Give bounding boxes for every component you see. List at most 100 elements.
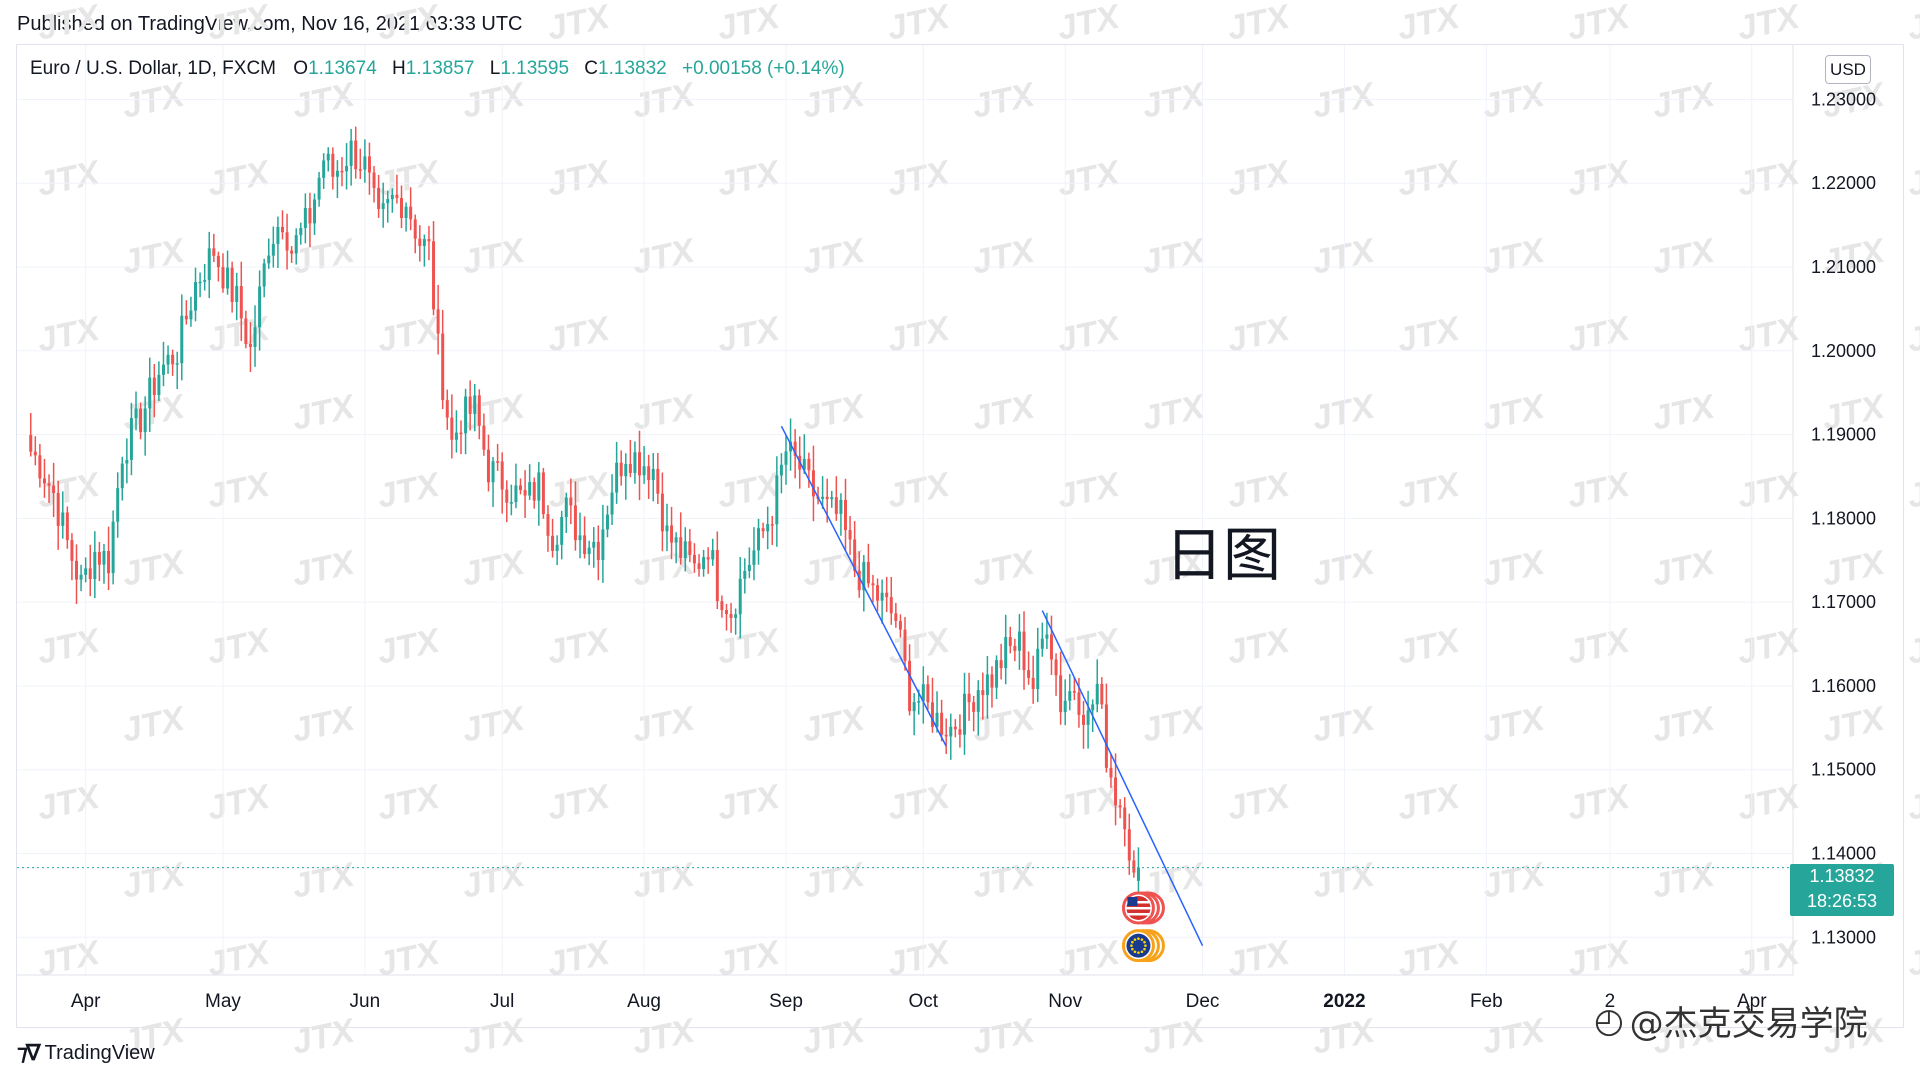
- trendline: [1041, 610, 1204, 946]
- candle-body: [496, 461, 500, 463]
- candle-body: [647, 466, 651, 481]
- candle-body: [1022, 631, 1026, 671]
- candle-body: [528, 482, 532, 496]
- watermark-text: JTX: [459, 699, 530, 750]
- candle-body: [303, 207, 307, 228]
- candle-body: [180, 315, 184, 364]
- candle-body: [125, 459, 129, 464]
- candle-body: [1100, 683, 1104, 705]
- candle-body: [949, 726, 953, 737]
- candle-body: [52, 485, 56, 494]
- candle-body: [358, 169, 362, 171]
- watermark-text: JTX: [1479, 75, 1550, 126]
- watermark-text: JTX: [714, 309, 785, 360]
- currency-button[interactable]: USD: [1825, 55, 1871, 84]
- candle-body: [784, 451, 788, 465]
- candle-body: [29, 434, 33, 452]
- candle-body: [404, 206, 408, 218]
- candle-body: [674, 537, 678, 543]
- candle-body: [1127, 829, 1131, 861]
- candle-body: [390, 194, 394, 200]
- watermark-text: JTX: [799, 231, 870, 282]
- candle-body: [75, 560, 79, 580]
- watermark-text: JTX: [1564, 621, 1635, 672]
- candle-body: [372, 172, 376, 188]
- watermark-text: JTX: [1734, 153, 1805, 204]
- candle-body: [399, 197, 403, 218]
- watermark-text: JTX: [1649, 75, 1720, 126]
- candle-body: [285, 232, 289, 251]
- candle-body: [1132, 860, 1136, 873]
- last-price-value: 1.13832: [1809, 866, 1875, 886]
- candle-body: [926, 684, 930, 703]
- time-tick-label: Apr: [71, 991, 101, 1012]
- watermark-text: JTX: [1139, 699, 1210, 750]
- price-tick-label: 1.17000: [1811, 592, 1876, 612]
- watermark-text: JTX: [1139, 231, 1210, 282]
- candle-body: [482, 425, 486, 450]
- candle-body: [715, 550, 719, 602]
- candle-body: [1017, 631, 1021, 651]
- candle-body: [885, 592, 889, 598]
- watermark-text: JTX: [1649, 699, 1720, 750]
- candle-body: [47, 483, 51, 486]
- candle-body: [665, 525, 669, 532]
- candle-body: [555, 544, 559, 551]
- candle-body: [93, 551, 97, 580]
- watermark-text: JTX: [1394, 0, 1465, 48]
- candle-body: [198, 281, 202, 284]
- candle-body: [335, 170, 339, 177]
- candle-body: [605, 514, 609, 530]
- candle-body: [848, 530, 852, 540]
- tradingview-logo-icon: ⁊∇: [17, 1040, 41, 1065]
- candle-body: [367, 156, 371, 173]
- watermark-text: JTX: [289, 1011, 360, 1062]
- watermark-text: JTX: [374, 621, 445, 672]
- watermark-text: JTX: [1904, 309, 1920, 360]
- watermark-text: JTX: [289, 699, 360, 750]
- candle-body: [505, 489, 509, 503]
- eu-flag-star: [1144, 944, 1147, 947]
- watermark-text: JTX: [884, 777, 955, 828]
- candle-body: [761, 528, 765, 532]
- candle-body: [917, 701, 921, 703]
- candle-body: [450, 417, 454, 440]
- candle-body: [1114, 777, 1118, 806]
- candle-body: [1136, 867, 1140, 881]
- candle-body: [262, 263, 266, 287]
- candle-body: [866, 561, 870, 584]
- candle-body: [1068, 691, 1072, 701]
- time-tick-label: May: [205, 991, 241, 1012]
- price-tick-label: 1.21000: [1811, 257, 1876, 277]
- us-flag-icon: [1121, 891, 1165, 925]
- candle-body: [171, 354, 175, 365]
- watermark-text: JTX: [1224, 621, 1295, 672]
- candle-body: [921, 684, 925, 702]
- candle-body: [276, 227, 280, 244]
- watermark-text: JTX: [374, 0, 445, 48]
- eu-flag-star: [1131, 947, 1134, 951]
- watermark-text: JTX: [374, 309, 445, 360]
- candle-body: [454, 432, 458, 440]
- watermark-text: JTX: [1054, 153, 1125, 204]
- watermark-text: JTX: [1734, 465, 1805, 516]
- eu-flag-star: [1143, 940, 1146, 944]
- symbol-name[interactable]: Euro / U.S. Dollar, 1D, FXCM: [30, 58, 277, 79]
- price-tick-label: 1.18000: [1811, 508, 1876, 528]
- time-tick-label: Apr: [1737, 991, 1767, 1012]
- candle-body: [889, 597, 893, 614]
- candle-body: [587, 547, 591, 555]
- watermark-text: JTX: [119, 75, 190, 126]
- chart-frame[interactable]: [16, 44, 1904, 1028]
- candle-body: [1072, 691, 1076, 693]
- watermark-text: JTX: [289, 231, 360, 282]
- tradingview-logo[interactable]: ⁊∇ TradingView: [17, 1040, 155, 1066]
- watermark-text: JTX: [1054, 933, 1125, 984]
- candle-body: [1086, 710, 1090, 725]
- candle-body: [697, 563, 701, 570]
- candle-body: [1095, 683, 1099, 705]
- candle-body: [290, 250, 294, 254]
- watermark-text: JTX: [119, 855, 190, 906]
- candle-body: [294, 235, 298, 254]
